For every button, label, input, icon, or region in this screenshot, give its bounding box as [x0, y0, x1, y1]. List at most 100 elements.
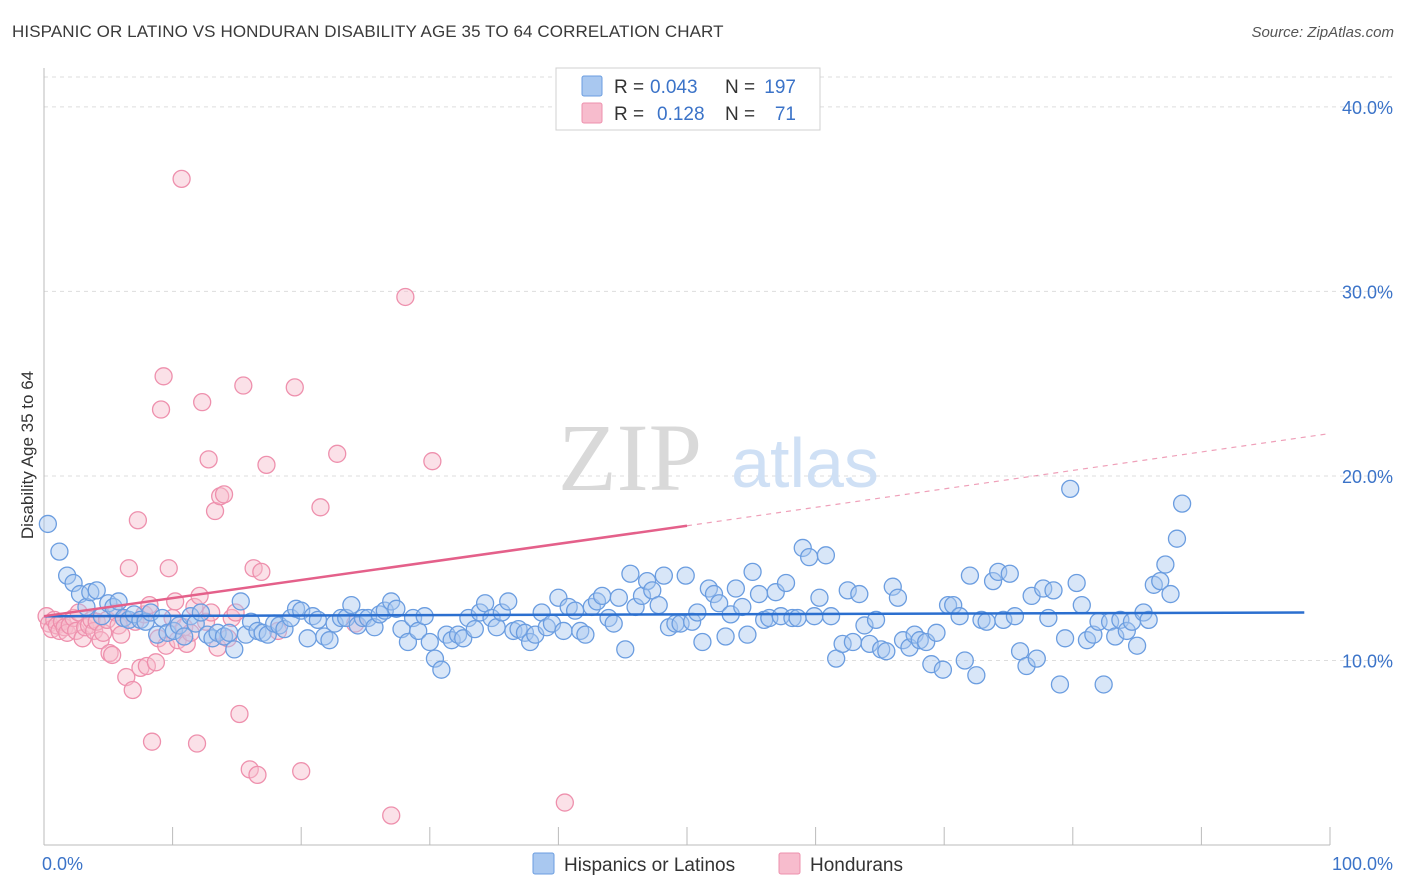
point-hispanic: [950, 607, 969, 626]
point-honduran: [214, 485, 234, 504]
point-hispanic: [704, 584, 724, 604]
point-hispanic: [38, 514, 58, 534]
point-hispanic: [621, 564, 640, 583]
point-hispanic: [983, 571, 1003, 591]
point-hispanic: [843, 632, 863, 652]
point-hispanic: [616, 640, 635, 659]
point-hispanic: [1005, 607, 1025, 626]
point-hispanic: [793, 538, 812, 558]
point-hispanic: [955, 651, 974, 670]
point-hispanic: [776, 573, 796, 593]
point-hispanic: [275, 619, 294, 639]
point-honduran: [199, 450, 218, 469]
legend-r-value-2: 0.128: [657, 104, 705, 125]
axes: 0.0% 100.0%: [42, 68, 1393, 874]
point-honduran: [177, 634, 196, 654]
grid: 10.0% 20.0% 30.0% 40.0%: [44, 76, 1393, 671]
point-hispanic: [81, 583, 100, 602]
legend-r-label-2: R =: [614, 104, 644, 125]
series-label-hispanics: Hispanics or Latinos: [564, 855, 735, 876]
point-hispanic: [1151, 571, 1170, 591]
point-honduran: [159, 559, 178, 578]
trendline-hondurans: [43, 524, 688, 618]
point-hispanic: [788, 608, 807, 628]
point-hispanic: [432, 660, 451, 679]
point-honduran: [193, 392, 212, 412]
point-honduran: [248, 765, 267, 785]
point-hispanic: [838, 581, 857, 600]
point-hispanic: [994, 610, 1013, 630]
point-hispanic: [1161, 584, 1180, 604]
point-hispanic: [320, 631, 339, 650]
point-honduran: [166, 592, 185, 611]
point-hispanic: [676, 566, 695, 585]
point-hispanic: [883, 577, 902, 596]
point-hispanic: [308, 610, 328, 630]
point-honduran: [151, 400, 171, 419]
point-honduran: [292, 762, 311, 781]
point-hispanic: [816, 546, 836, 565]
point-honduran: [257, 455, 276, 475]
point-hispanic: [960, 566, 980, 585]
point-honduran: [285, 378, 304, 397]
point-hispanic: [977, 612, 996, 631]
point-hispanic: [989, 562, 1008, 582]
point-hispanic: [57, 566, 77, 585]
point-hispanic: [87, 581, 106, 600]
point-hispanic: [554, 621, 573, 641]
point-hispanic: [716, 627, 735, 646]
point-hispanic: [203, 629, 222, 648]
point-hispanic: [549, 588, 568, 607]
point-hispanic: [810, 588, 829, 607]
watermark-zip: ZIP: [558, 404, 702, 511]
point-honduran: [146, 653, 166, 672]
point-hispanic: [1055, 629, 1075, 648]
point-hispanic: [1000, 564, 1019, 583]
point-honduran: [311, 498, 330, 517]
point-honduran: [103, 645, 122, 665]
point-hispanic: [164, 621, 184, 641]
legend-n-label-1: N =: [725, 77, 755, 98]
point-honduran: [328, 444, 347, 463]
point-hispanic: [866, 610, 886, 630]
point-hispanic: [50, 542, 69, 561]
point-hispanic: [710, 594, 729, 613]
point-hispanic: [609, 588, 628, 607]
point-hispanic: [743, 562, 762, 582]
point-hispanic: [64, 573, 83, 593]
point-hispanic: [1094, 675, 1113, 694]
correlation-legend: R = 0.043 N = 197 R = 0.128 N = 71: [555, 67, 821, 131]
point-hispanic: [738, 625, 757, 644]
point-hispanic: [420, 632, 439, 652]
point-hispanic: [425, 649, 445, 668]
point-hispanic: [220, 623, 239, 642]
legend-n-value-1: 197: [764, 77, 796, 98]
point-hispanic: [175, 627, 194, 646]
point-hispanic: [688, 603, 707, 622]
point-hispanic: [850, 584, 869, 604]
point-honduran: [119, 559, 139, 578]
point-hispanic: [576, 625, 595, 644]
point-honduran: [423, 452, 442, 471]
point-hispanic: [649, 595, 668, 615]
point-hispanic: [805, 607, 824, 626]
watermark-atlas: atlas: [731, 424, 879, 502]
point-hispanic: [766, 583, 785, 602]
point-hispanic: [387, 599, 406, 618]
point-hispanic: [1117, 621, 1136, 641]
y-tick-label: 10.0%: [1342, 651, 1393, 671]
point-hispanic: [1050, 675, 1070, 694]
legend-n-value-2: 71: [775, 104, 796, 125]
trendline-hispanics: [43, 611, 1305, 618]
point-honduran: [91, 631, 110, 650]
point-hispanic: [499, 592, 518, 611]
point-hispanic: [860, 634, 879, 654]
point-honduran: [234, 376, 253, 395]
point-hispanic: [922, 655, 941, 674]
point-hispanic: [298, 629, 317, 648]
series-swatch-hispanics: [532, 852, 555, 875]
legend-n-label-2: N =: [725, 104, 755, 125]
point-hispanic: [492, 603, 511, 622]
point-hispanic: [587, 592, 607, 611]
